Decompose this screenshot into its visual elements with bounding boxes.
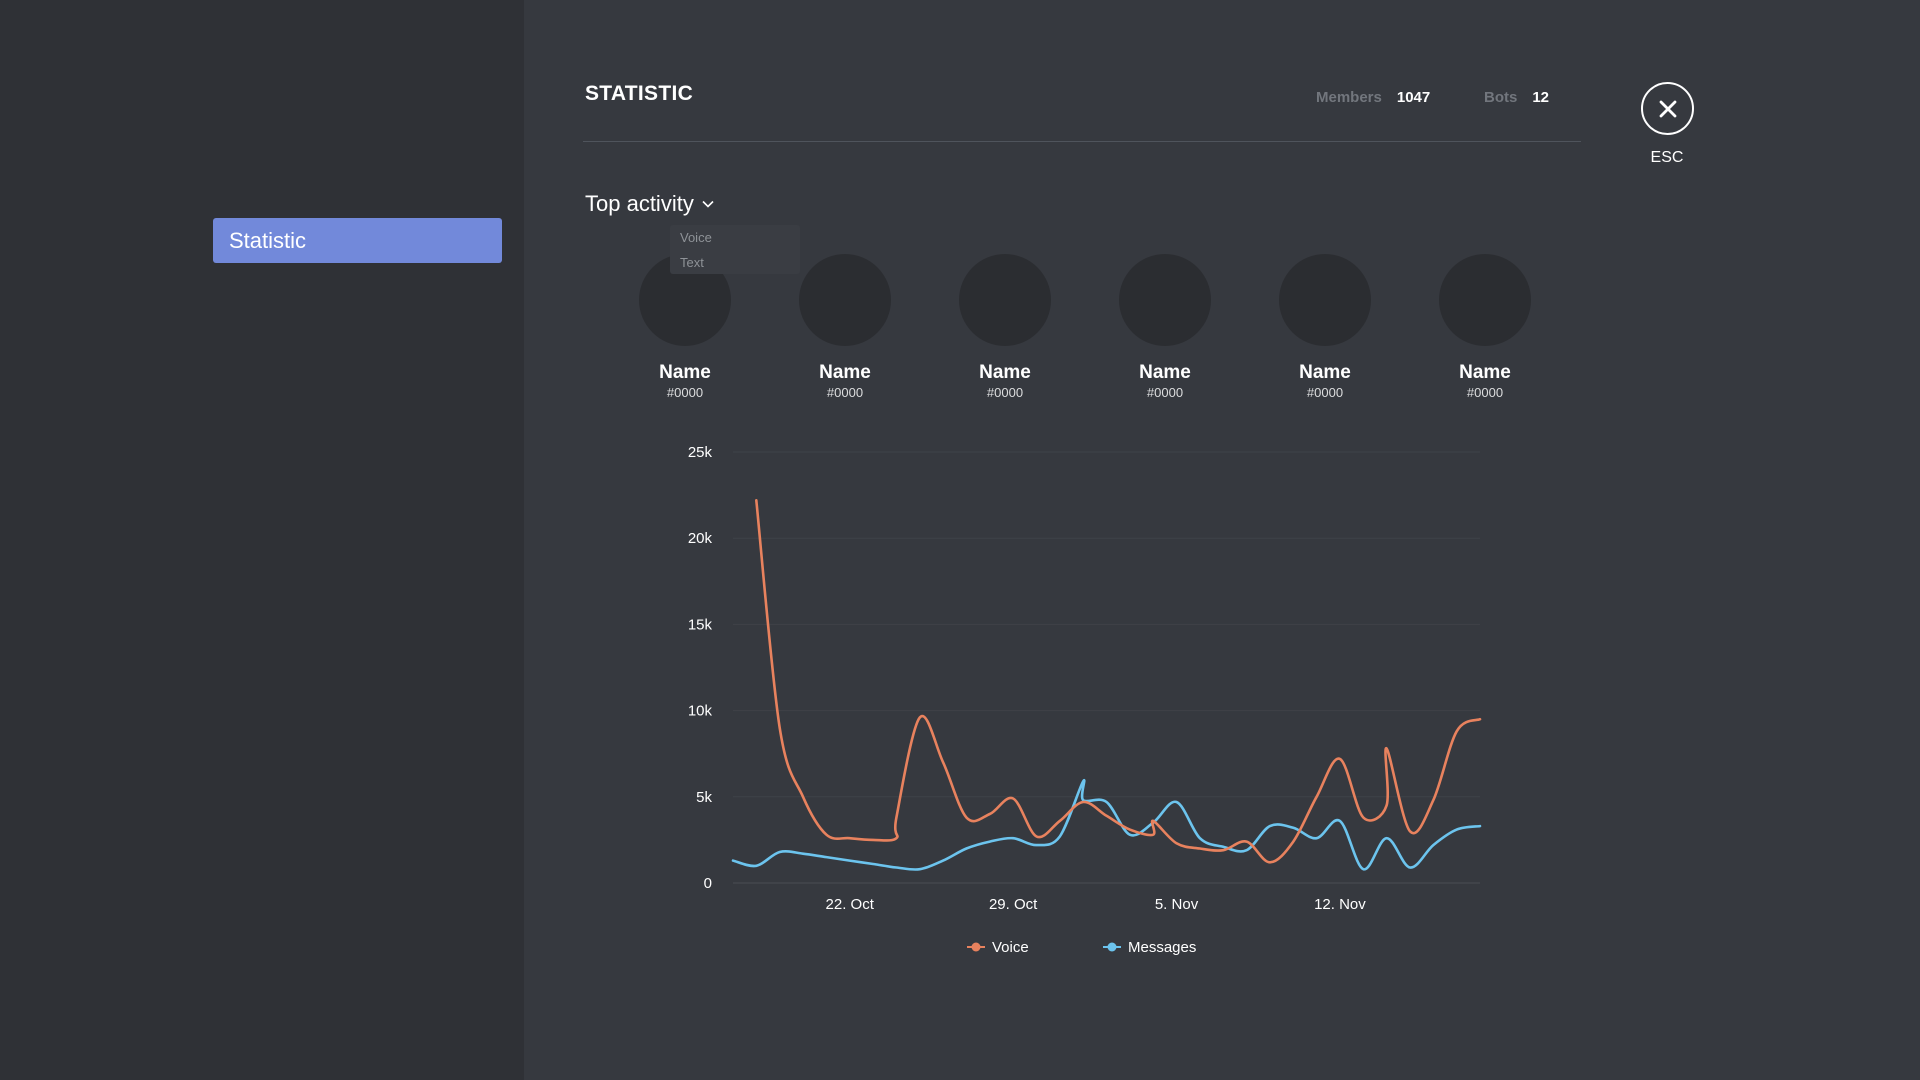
sidebar-item-statistic[interactable]: Statistic (213, 218, 502, 263)
avatar (959, 254, 1051, 346)
bots-label: Bots (1484, 89, 1518, 106)
y-tick-label: 15k (688, 616, 713, 633)
user-card[interactable]: Name #0000 (945, 254, 1065, 400)
x-tick-label: 5. Nov (1155, 896, 1199, 913)
user-card[interactable]: Name #0000 (1265, 254, 1385, 400)
top-activity-label: Top activity (585, 191, 694, 216)
bots-stat: Bots 12 (1484, 89, 1549, 106)
avatar (1119, 254, 1211, 346)
series-line-messages (731, 778, 1482, 871)
y-tick-label: 5k (696, 789, 712, 806)
legend-marker (1107, 942, 1117, 952)
x-tick-label: 12. Nov (1314, 896, 1366, 913)
legend-label: Voice (992, 939, 1029, 956)
user-tag: #0000 (1306, 385, 1344, 400)
user-tag: #0000 (826, 385, 864, 400)
user-name: Name (819, 362, 871, 383)
legend-label: Messages (1128, 939, 1196, 956)
user-name: Name (979, 362, 1031, 383)
user-tag: #0000 (1466, 385, 1504, 400)
sidebar: Statistic (0, 0, 524, 1080)
sidebar-item-label: Statistic (229, 227, 307, 253)
main-panel: STATISTIC Members 1047 Bots 12 ESC Top a… (524, 0, 1920, 1080)
user-tag: #0000 (986, 385, 1024, 400)
close-icon (1659, 100, 1676, 117)
x-tick-label: 29. Oct (989, 896, 1038, 913)
y-tick-label: 0 (704, 875, 712, 892)
top-activity-menu: Voice Text (670, 225, 800, 274)
close-button[interactable] (1641, 82, 1694, 135)
members-value: 1047 (1396, 89, 1431, 106)
menu-item-text[interactable]: Text (680, 255, 704, 270)
user-name: Name (1139, 362, 1191, 383)
user-card[interactable]: Name #0000 (1105, 254, 1225, 400)
user-tag: #0000 (666, 385, 704, 400)
avatar (1279, 254, 1371, 346)
y-tick-label: 20k (688, 530, 713, 547)
top-activity-dropdown[interactable]: Top activity (585, 191, 714, 217)
members-label: Members (1316, 89, 1382, 106)
user-name: Name (659, 362, 711, 383)
members-stat: Members 1047 (1316, 89, 1430, 106)
menu-item-voice[interactable]: Voice (680, 230, 712, 245)
user-card[interactable]: Name #0000 (1425, 254, 1545, 400)
avatar (799, 254, 891, 346)
legend-marker (971, 942, 981, 952)
y-tick-label: 10k (688, 703, 713, 720)
x-tick-label: 22. Oct (826, 896, 875, 913)
series-line-voice (755, 499, 1482, 864)
esc-label: ESC (1650, 149, 1684, 166)
user-tag: #0000 (1146, 385, 1184, 400)
avatar (1439, 254, 1531, 346)
y-tick-label: 25k (688, 444, 713, 461)
chevron-down-icon (702, 200, 714, 208)
user-name: Name (1459, 362, 1511, 383)
user-card[interactable]: Name #0000 (785, 254, 905, 400)
header-divider (583, 141, 1581, 142)
user-name: Name (1299, 362, 1351, 383)
page-title: STATISTIC (585, 82, 694, 105)
bots-value: 12 (1532, 89, 1550, 106)
